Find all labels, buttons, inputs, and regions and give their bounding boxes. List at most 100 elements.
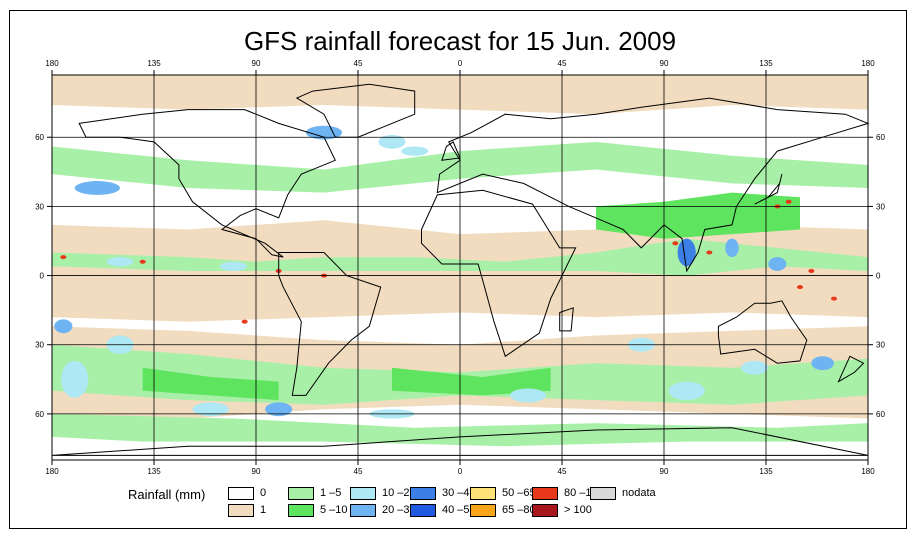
lon-tick-label-bottom: 45 (558, 467, 567, 476)
lat-tick-label-right: 30 (876, 202, 885, 211)
lat-tick-label-right: 60 (876, 133, 885, 142)
rain-5to10-asia (596, 192, 800, 239)
legend-item-label: 65 –80 (502, 504, 536, 516)
japan-outline (754, 173, 783, 205)
legend-item-label: 10 –20 (382, 487, 416, 499)
legend-item-label: 5 –10 (320, 504, 348, 516)
figure-frame (9, 10, 907, 529)
lon-tick-label-top: 180 (861, 59, 875, 68)
legend-item: 65 –80 (470, 503, 536, 517)
legend-item-label: > 100 (564, 504, 592, 516)
new-zealand-outline (837, 355, 865, 383)
legend-item: 1 (228, 503, 266, 517)
legend-swatch (228, 503, 254, 517)
rain-cell (725, 238, 739, 258)
lon-tick-label-top: 90 (252, 59, 261, 68)
lon-tick-label-bottom: 180 (45, 467, 59, 476)
lon-tick-label-top: 90 (660, 59, 669, 68)
rain-cell (192, 402, 229, 417)
legend-item-label: 50 –65 (502, 487, 536, 499)
eurasia-outline (436, 97, 870, 273)
rain-cell (811, 356, 835, 371)
lat-tick-label-left: 30 (35, 341, 44, 350)
legend-item: > 100 (532, 503, 592, 517)
map-title: GFS rainfall forecast for 15 Jun. 2009 (243, 26, 677, 56)
africa-outline (421, 189, 577, 358)
heavy-rain-cell (60, 255, 67, 260)
lat-tick-label-left: 60 (35, 410, 44, 419)
rain-5to10-atlantic (392, 367, 551, 396)
legend-swatch (288, 486, 314, 500)
lat-tick-label-right: 60 (876, 410, 885, 419)
legend-item: 1 –5 (288, 486, 341, 500)
heavy-rain-cell (831, 296, 837, 301)
legend-item: 40 –50 (410, 503, 476, 517)
legend-item-label: 40 –50 (442, 504, 476, 516)
lon-tick-label-top: 135 (759, 59, 773, 68)
axis-ticks: 180 180 135 135 90 90 45 45 0 0 45 45 90 90 135 135 180 1… (35, 59, 885, 476)
legend: Rainfall (mm) 0 1 1 –5 5 –10 10 –20 20 –30 30 … (120, 483, 900, 523)
britain-outline (441, 141, 461, 161)
rain-cell (61, 360, 89, 398)
legend-item: nodata (590, 486, 656, 500)
lat-tick-label-left: 30 (35, 202, 44, 211)
rain-cell (401, 146, 429, 156)
lon-tick-label-bottom: 135 (759, 467, 773, 476)
antarctica-outline (51, 427, 869, 456)
rain-cell (74, 181, 120, 195)
lon-tick-label-bottom: 90 (660, 467, 669, 476)
rain-cell (741, 360, 769, 375)
legend-item-label: 1 –5 (320, 487, 342, 499)
greenland-outline (295, 83, 416, 138)
legend-swatch (228, 486, 254, 500)
heavy-rain-cell (241, 319, 248, 324)
legend-item-label: nodata (622, 487, 656, 499)
legend-swatch (288, 503, 314, 517)
lon-tick-label-bottom: 90 (252, 467, 261, 476)
legend-item: 5 –10 (288, 503, 348, 517)
lat-tick-label-left: 0 (40, 272, 45, 281)
legend-item-label: 1 (260, 504, 267, 516)
south-america-outline (278, 252, 382, 396)
lon-tick-label-top: 180 (45, 59, 59, 68)
rain-5to10-pacific (142, 367, 279, 401)
rain-cell (668, 381, 705, 401)
australia-outline (717, 300, 808, 364)
heavy-rain-cell (706, 250, 713, 255)
legend-swatch (350, 486, 376, 500)
lat-tick-label-left: 60 (35, 133, 44, 142)
legend-swatch (410, 503, 436, 517)
rain-cell (54, 319, 73, 334)
lon-tick-label-top: 135 (147, 59, 161, 68)
legend-swatch (590, 486, 616, 500)
rain-cell (219, 261, 247, 271)
lat-tick-label-right: 0 (876, 272, 881, 281)
legend-swatch (532, 503, 558, 517)
rain-cell (509, 388, 547, 403)
legend-swatch (350, 503, 376, 517)
lon-tick-label-bottom: 45 (354, 467, 363, 476)
legend-title: Rainfall (mm) (128, 487, 206, 502)
lon-tick-label-bottom: 0 (458, 467, 463, 476)
legend-swatch (470, 503, 496, 517)
madagascar-outline (559, 307, 574, 332)
legend-item-label: 20 –30 (382, 504, 416, 516)
legend-item: 30 –40 (410, 486, 476, 500)
rain-cell (378, 134, 406, 149)
lon-tick-label-top: 45 (558, 59, 567, 68)
graticule (51, 74, 869, 461)
lat-tick-label-right: 30 (876, 341, 885, 350)
rain-cell (106, 257, 134, 267)
lon-tick-label-bottom: 135 (147, 467, 161, 476)
heavy-rain-cell (808, 268, 815, 273)
lon-tick-label-top: 0 (458, 59, 463, 68)
north-america-outline (78, 109, 336, 258)
lon-tick-label-top: 45 (354, 59, 363, 68)
rain-cell (305, 125, 343, 140)
rain-cell (265, 402, 293, 417)
rain-cell (768, 257, 787, 271)
legend-item: 20 –30 (350, 503, 416, 517)
heavy-rain-cell (139, 259, 146, 264)
legend-swatch (532, 486, 558, 500)
